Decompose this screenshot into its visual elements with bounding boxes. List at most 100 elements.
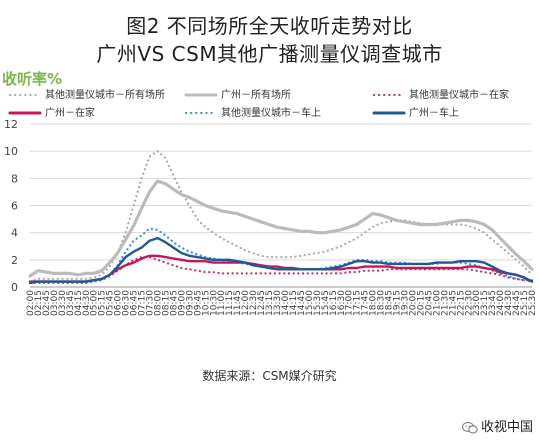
watermark: 收视中国 [462,416,533,435]
watermark-text: 收视中国 [481,420,534,435]
legend-item-5: 广州－车上 [372,104,459,119]
x-tick-label-21: 09:45 [193,290,203,316]
x-tick-label-25: 11:15 [225,290,235,316]
legend-item-4: 其他测量仪城市－车上 [184,104,321,119]
x-tick-label-39: 16:30 [337,290,347,316]
x-tick-label-60: 24:30 [504,290,514,316]
x-tick-label-19: 09:00 [177,290,187,316]
legend-item-3: 广州－在家 [8,104,95,119]
legend-swatch [372,93,406,97]
chart-title-line1: 图2 不同场所全天收听走势对比 [126,14,413,38]
x-tick-label-53: 21:45 [448,290,458,316]
x-tick-label-61: 24:45 [512,290,522,316]
x-tick-label-52: 21:30 [440,290,450,316]
x-tick-label-34: 14:45 [297,290,307,316]
x-tick-label-24: 11:00 [217,290,227,316]
x-tick-label-36: 15:30 [313,290,323,316]
x-tick-label-55: 22:30 [464,290,474,316]
x-tick-label-9: 05:15 [98,290,108,316]
x-tick-label-23: 10:30 [209,290,219,316]
x-tick-label-11: 06:00 [114,290,124,316]
x-tick-label-8: 05:00 [90,290,100,316]
x-tick-label-62: 25:15 [520,290,530,316]
y-axis-label: 收听率% [2,70,63,88]
x-tick-label-54: 22:15 [456,290,466,316]
x-tick-label-48: 20:00 [408,290,418,316]
x-tick-label-45: 18:45 [385,290,395,316]
x-tick-label-49: 20:15 [416,290,426,316]
x-tick-label-35: 15:00 [305,290,315,316]
x-tick-label-32: 14:00 [281,290,291,316]
legend-label: 广州－在家 [45,108,95,119]
legend-swatch [372,111,406,115]
wechat-icon [462,421,478,434]
x-tick-label-10: 05:45 [106,290,116,316]
legend-item-1: 广州－所有场所 [184,86,291,101]
x-tick-label-0: 02:00 [26,290,36,316]
y-tick-label-6: 12 [4,118,18,131]
series-line-4 [28,227,534,284]
x-tick-label-42: 17:45 [361,290,371,316]
x-tick-label-2: 02:45 [42,290,52,316]
legend-label: 广州－车上 [409,108,459,119]
x-tick-label-30: 13:15 [265,290,275,316]
legend-swatch [8,111,42,115]
x-tick-label-41: 17:15 [353,290,363,316]
x-tick-label-43: 18:00 [369,290,379,316]
y-tick-label-2: 4 [11,227,18,240]
x-tick-label-50: 20:45 [424,290,434,316]
y-tick-label-5: 10 [4,145,18,158]
x-tick-label-46: 19:15 [393,290,403,316]
x-tick-label-27: 12:00 [241,290,251,316]
x-tick-label-31: 13:30 [273,290,283,316]
legend-swatch [8,93,42,97]
x-tick-label-13: 06:45 [130,290,140,316]
x-tick-label-22: 10:15 [201,290,211,316]
chart-title-line2: 广州VS CSM其他广播测量仪调查城市 [96,42,443,66]
x-tick-label-58: 23:45 [488,290,498,316]
x-tick-label-6: 04:15 [74,290,84,316]
x-tick-label-28: 12:30 [249,290,259,316]
legend-label: 其他测量仪城市－所有场所 [45,90,165,101]
y-tick-label-1: 2 [11,254,18,267]
y-tick-label-3: 6 [11,200,18,213]
x-tick-label-38: 16:15 [329,290,339,316]
x-tick-label-3: 03:00 [50,290,60,316]
legend-item-0: 其他测量仪城市－所有场所 [8,86,165,101]
x-tick-label-18: 08:45 [169,290,179,316]
series-line-1 [28,179,534,278]
x-tick-label-59: 24:00 [496,290,506,316]
x-tick-label-1: 02:15 [34,290,44,316]
y-tick-label-0: 0 [11,281,18,294]
x-tick-label-26: 11:45 [233,290,243,316]
x-tick-label-40: 17:00 [345,290,355,316]
x-tick-label-17: 08:15 [161,290,171,316]
x-tick-label-37: 15:45 [321,290,331,316]
x-tick-label-12: 06:30 [122,290,132,316]
series-line-5 [28,236,534,285]
legend-swatch [184,93,218,97]
x-tick-label-29: 12:45 [257,290,267,316]
legend-label: 广州－所有场所 [221,90,291,101]
x-tick-label-16: 08:00 [153,290,163,316]
x-tick-label-20: 09:30 [185,290,195,316]
x-tick-label-44: 18:30 [377,290,387,316]
x-tick-label-51: 21:00 [432,290,442,316]
x-tick-label-4: 03:30 [58,290,68,316]
source-note: 数据来源：CSM媒介研究 [202,369,337,383]
x-tick-label-5: 03:45 [66,290,76,316]
x-tick-label-7: 04:30 [82,290,92,316]
x-tick-label-15: 07:30 [146,290,156,316]
legend-label: 其他测量仪城市－车上 [221,108,321,119]
x-tick-label-56: 23:00 [472,290,482,316]
y-tick-label-4: 8 [11,172,18,185]
legend-item-2: 其他测量仪城市－在家 [372,86,509,101]
series-line-0 [28,150,534,283]
x-tick-label-47: 19:30 [401,290,411,316]
x-tick-label-57: 23:15 [480,290,490,316]
x-tick-label-63: 25:30 [528,290,538,316]
legend-swatch [184,111,218,115]
x-tick-label-33: 14:15 [289,290,299,316]
x-tick-label-14: 07:15 [138,290,148,316]
